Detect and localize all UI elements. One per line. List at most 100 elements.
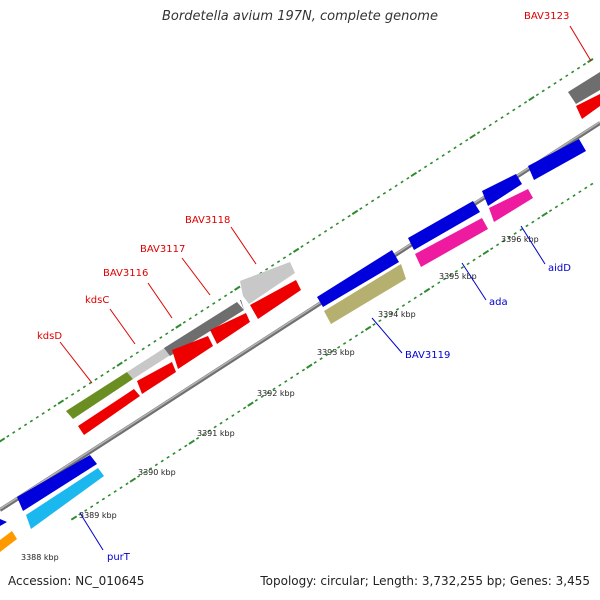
gene-label-aidd[interactable]: aidD xyxy=(548,263,571,274)
inner-track-minor-tick xyxy=(148,467,153,471)
inner-track-minor-tick xyxy=(590,182,594,186)
kdsd-red-cds[interactable] xyxy=(78,389,140,435)
outer-track-major-tick xyxy=(116,361,123,367)
outer-track-minor-tick xyxy=(523,100,528,104)
outer-track-minor-tick xyxy=(459,142,463,146)
outer-track-minor-tick xyxy=(318,233,322,237)
outer-track-minor-tick xyxy=(200,309,204,313)
scale-label-3388: 3388 kbp xyxy=(21,553,59,562)
inner-track-minor-tick xyxy=(372,323,376,326)
inner-track-minor-tick xyxy=(554,205,559,209)
outer-track-minor-tick xyxy=(165,332,169,336)
purt-blue-cds[interactable] xyxy=(17,455,97,511)
inner-track-minor-tick xyxy=(507,235,511,239)
inner-track-minor-tick xyxy=(448,273,453,277)
aidd-blue-cds[interactable] xyxy=(482,174,522,206)
inner-track-major-tick xyxy=(364,325,372,331)
bav3123-red-cds[interactable] xyxy=(576,94,600,119)
outer-track-minor-tick xyxy=(500,116,504,119)
kdsd-gene-feature[interactable] xyxy=(66,372,133,419)
gene-label-ada[interactable]: ada xyxy=(489,297,508,308)
outer-track-minor-tick xyxy=(53,404,57,408)
inner-track-minor-tick xyxy=(395,307,400,311)
inner-track-minor-tick xyxy=(513,232,517,235)
inner-track-minor-tick xyxy=(113,490,117,493)
outer-track-major-tick xyxy=(351,209,359,215)
outer-track-major-tick xyxy=(469,133,476,140)
gene-label-bav3123[interactable]: BAV3123 xyxy=(524,11,569,22)
outer-track-minor-tick xyxy=(565,74,569,78)
outer-track-minor-tick xyxy=(29,419,34,423)
inner-track-minor-tick xyxy=(407,300,411,304)
bav3119-blue-cds[interactable] xyxy=(317,250,399,307)
outer-track-major-tick xyxy=(175,323,182,329)
gene-label-purt[interactable]: purT xyxy=(107,552,131,563)
bav3118-red-cds[interactable] xyxy=(250,280,301,319)
inner-track-minor-tick xyxy=(390,311,394,315)
inner-track-minor-tick xyxy=(584,186,588,190)
outer-track-minor-tick xyxy=(541,89,545,93)
gene-label-bav3118[interactable]: BAV3118 xyxy=(185,215,230,226)
orange-cds[interactable] xyxy=(0,531,17,552)
outer-track-minor-tick xyxy=(123,358,128,362)
inner-track-minor-tick xyxy=(195,436,200,440)
aidd-cds[interactable] xyxy=(489,189,533,222)
purt-cds[interactable] xyxy=(26,468,104,529)
inner-track-minor-tick xyxy=(472,258,476,262)
outer-track-minor-tick xyxy=(447,150,451,154)
bav3116-leader-line xyxy=(147,282,173,319)
outer-track-minor-tick xyxy=(476,131,481,135)
outer-track-minor-tick xyxy=(276,260,281,264)
inner-track-minor-tick xyxy=(531,220,535,224)
kdsc-red-cds[interactable] xyxy=(137,362,176,394)
bav3119-cds[interactable] xyxy=(324,264,406,324)
bav3116-gene-feature[interactable] xyxy=(164,302,244,356)
kdsc-gene-feature[interactable] xyxy=(127,347,172,379)
outer-track-minor-tick xyxy=(482,127,487,131)
outer-track-minor-tick xyxy=(35,415,39,419)
ada-blue-cds[interactable] xyxy=(408,201,480,250)
gene-label-bav3116[interactable]: BAV3116 xyxy=(103,268,148,279)
right-blue-cds[interactable] xyxy=(528,139,586,180)
outer-track-minor-tick xyxy=(547,85,551,89)
inner-track-minor-tick xyxy=(319,357,323,361)
bav3118-gene-feature[interactable] xyxy=(240,262,295,304)
outer-track-minor-tick xyxy=(159,336,163,339)
outer-track-minor-tick xyxy=(576,66,581,70)
bav3116-red-cds[interactable] xyxy=(172,336,213,369)
bav3117-red-cds[interactable] xyxy=(210,313,250,344)
outer-track-minor-tick xyxy=(535,93,539,97)
bav3123-gray-feature[interactable] xyxy=(568,72,600,104)
inner-track-minor-tick xyxy=(213,425,217,429)
gene-label-bav3119[interactable]: BAV3119 xyxy=(405,350,450,361)
outer-track-minor-tick xyxy=(265,267,269,271)
outer-track-minor-tick xyxy=(182,320,186,324)
inner-track-minor-tick xyxy=(301,368,306,372)
inner-track-minor-tick xyxy=(90,505,94,509)
outer-track-minor-tick xyxy=(6,434,10,438)
outer-track-major-tick xyxy=(0,437,6,443)
inner-track-minor-tick xyxy=(354,334,359,338)
inner-track-minor-tick xyxy=(137,474,141,478)
bav3118-leader-line xyxy=(230,226,257,265)
inner-track-minor-tick xyxy=(154,463,158,467)
inner-track-minor-tick xyxy=(237,410,241,414)
inner-track-minor-tick xyxy=(331,349,335,353)
gene-label-kdsc[interactable]: kdsC xyxy=(85,295,109,306)
ada-cds[interactable] xyxy=(415,218,488,267)
outer-track-minor-tick xyxy=(394,184,398,188)
outer-track-minor-tick xyxy=(100,374,104,377)
outer-track-minor-tick xyxy=(153,339,157,343)
outer-track-minor-tick xyxy=(429,161,434,165)
gene-label-kdsd[interactable]: kdsD xyxy=(37,331,62,342)
scale-label-3394: 3394 kbp xyxy=(378,310,416,319)
outer-track-minor-tick xyxy=(418,169,422,173)
outer-track-minor-tick xyxy=(359,207,363,210)
outer-track-minor-tick xyxy=(76,389,81,393)
inner-track-minor-tick xyxy=(348,338,353,342)
inner-track-major-tick xyxy=(541,211,548,218)
gene-label-bav3117[interactable]: BAV3117 xyxy=(140,244,185,255)
inner-track-minor-tick xyxy=(142,471,147,474)
inner-track-major-tick xyxy=(423,287,431,293)
edge-blue-cds[interactable] xyxy=(0,519,7,526)
